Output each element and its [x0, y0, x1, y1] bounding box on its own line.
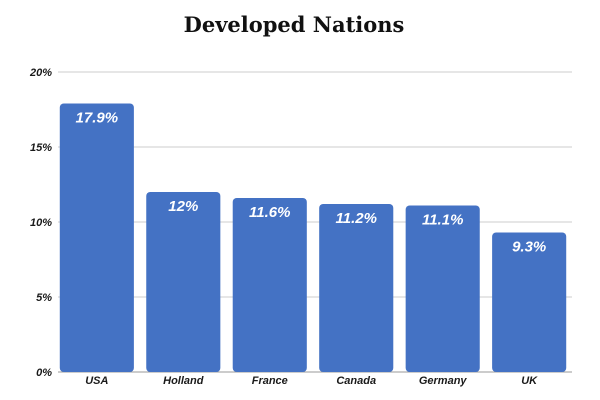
y-tick-label: 15%	[30, 142, 52, 154]
chart-title: Developed Nations	[183, 12, 405, 37]
category-label-canada: Canada	[336, 375, 376, 387]
gridlines	[58, 71, 572, 373]
bars	[59, 103, 567, 372]
data-label-usa: 17.9%	[76, 110, 119, 127]
y-tick-label: 10%	[30, 217, 52, 229]
y-axis-ticks: 0% 5% 10% 15% 20%	[29, 67, 52, 379]
category-label-france: France	[252, 375, 288, 387]
data-label-uk: 9.3%	[512, 239, 546, 256]
x-axis-categories: USA Holland France Canada Germany UK	[85, 375, 538, 387]
bar-usa	[59, 103, 134, 372]
data-label-france: 11.6%	[249, 204, 290, 221]
bar-germany	[405, 205, 480, 372]
data-labels: 17.9% 12% 11.6% 11.2% 11.1% 9.3%	[76, 110, 547, 256]
data-label-germany: 11.1%	[422, 212, 463, 229]
category-label-uk: UK	[521, 375, 538, 387]
category-label-germany: Germany	[419, 375, 468, 387]
y-tick-label: 0%	[36, 367, 52, 379]
y-tick-label: 20%	[29, 67, 52, 79]
data-label-canada: 11.2%	[336, 210, 377, 227]
category-label-usa: USA	[85, 375, 108, 387]
y-tick-label: 5%	[36, 292, 52, 304]
bar-france	[232, 198, 307, 372]
bar-uk	[492, 232, 567, 372]
category-label-holland: Holland	[163, 375, 204, 387]
bar-canada	[319, 204, 394, 372]
data-label-holland: 12%	[168, 198, 198, 215]
bar-holland	[146, 192, 221, 372]
